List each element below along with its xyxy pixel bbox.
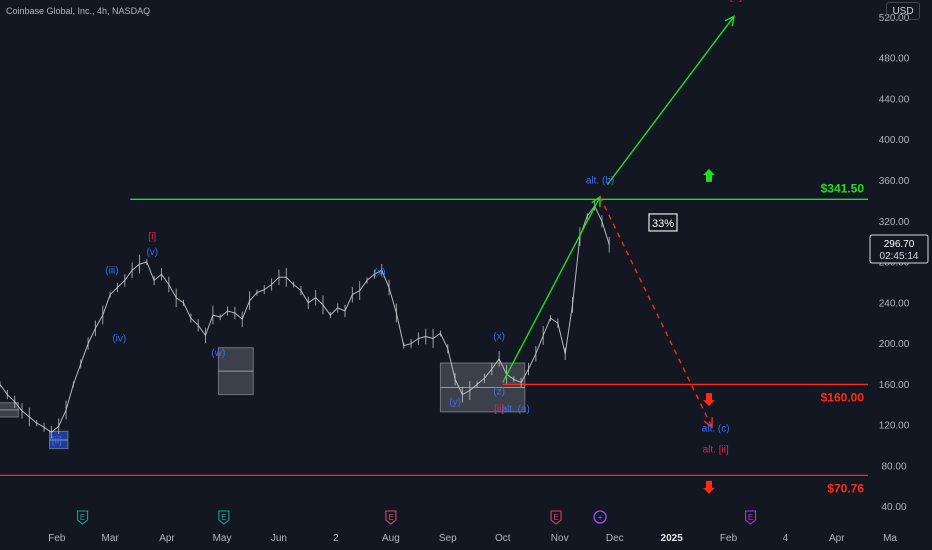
wave-label: [i]: [148, 232, 156, 243]
x-tick-label: 2025: [661, 533, 684, 544]
y-tick-label: 160.00: [879, 380, 910, 391]
wave-label: (y): [449, 397, 461, 408]
wave-label: [iii]: [730, 0, 742, 3]
probability-label: 33%: [652, 218, 674, 230]
y-tick-label: 80.00: [881, 461, 906, 472]
event-markers: E E E E + E: [77, 510, 757, 525]
price-line: [0, 205, 610, 433]
chart-overlays: 33%: [648, 213, 678, 232]
y-tick-label: 240.00: [879, 298, 910, 309]
wave-labels: [ii](iii)(iv)[i](v)(w)(x)(y)(x)(z)[ii]al…: [52, 0, 742, 456]
wave-label: alt. (c): [702, 423, 730, 434]
wave-label: (v): [146, 247, 158, 258]
earnings-icon: [218, 510, 230, 525]
y-tick-label: 480.00: [879, 54, 910, 65]
x-tick-label: Apr: [829, 533, 845, 544]
x-tick-label: Feb: [720, 533, 738, 544]
wave-label: (x): [374, 267, 386, 278]
x-tick-label: Mar: [101, 533, 119, 544]
y-tick-label: 360.00: [879, 176, 910, 187]
y-tick-label: 320.00: [879, 217, 910, 228]
y-tick-label: 200.00: [879, 339, 910, 350]
wave-label: [ii]: [494, 404, 504, 415]
x-tick-label: Sep: [439, 533, 457, 544]
bear-alt-dashed-line: [599, 196, 713, 428]
x-tick-label: Ma: [883, 533, 897, 544]
wave-label: (w): [211, 348, 225, 359]
add-event-icon: [593, 510, 607, 524]
bar-countdown-label: 02:45:14: [880, 251, 919, 262]
wave-label: (x): [493, 332, 505, 343]
event-letter: E: [221, 513, 226, 522]
price-axis-bg: [868, 0, 932, 550]
event-letter: E: [388, 513, 393, 522]
wave-label: (z): [493, 387, 505, 398]
x-tick-label: 2: [333, 533, 339, 544]
earnings-icon: [745, 510, 757, 525]
bear-alt-dashed-arrowhead: [703, 417, 713, 429]
level-label: $341.50: [821, 181, 865, 195]
currency-button[interactable]: USD: [886, 2, 920, 20]
x-tick-label: Dec: [606, 533, 624, 544]
y-tick-label: 120.00: [879, 421, 910, 432]
bull-target-arrowhead: [724, 15, 735, 27]
x-tick-label: Apr: [159, 533, 175, 544]
bull-target-line: [606, 15, 735, 185]
price-axis[interactable]: 40.0080.00120.00160.00200.00240.00280.00…: [868, 0, 932, 550]
x-tick-label: May: [213, 533, 232, 544]
y-tick-label: 520.00: [879, 13, 910, 24]
event-letter: E: [80, 513, 85, 522]
level-label: $70.76: [827, 481, 864, 495]
bearish-arrow-icon: [703, 393, 715, 407]
wave-label: (iii): [105, 265, 118, 276]
event-letter: E: [748, 513, 753, 522]
earnings-icon: [550, 510, 562, 525]
current-price-label: 296.70: [884, 239, 915, 250]
wave-label: (iv): [112, 334, 126, 345]
y-tick-label: 40.00: [881, 502, 906, 513]
level-label: $160.00: [821, 390, 865, 404]
event-letter: E: [553, 513, 558, 522]
price-series: [0, 201, 610, 439]
wave-label: alt. [ii]: [703, 445, 729, 456]
x-tick-label: Jun: [271, 533, 287, 544]
bearish-arrow-icon: [703, 480, 715, 494]
earnings-icon: [385, 510, 397, 525]
time-axis[interactable]: Feb Mar Apr May Jun 2 Aug Sep Oct Nov Dec 2025 Feb 4 A…: [48, 533, 897, 544]
wave-projections: [502, 15, 735, 429]
symbol-title: Coinbase Global, Inc., 4h, NASDAQ: [6, 6, 151, 16]
probability-box: [648, 213, 678, 232]
bull-impulse-line: [502, 196, 601, 383]
wave-label: alt. (b): [586, 176, 614, 187]
wave-label: alt. (a): [501, 404, 529, 415]
current-price-tag: [869, 234, 929, 264]
y-tick-label: 400.00: [879, 135, 910, 146]
wave-label: [ii]: [52, 436, 62, 447]
x-tick-label: Nov: [551, 533, 569, 544]
consolidation-boxes: [0, 347, 526, 450]
x-tick-label: Aug: [382, 533, 400, 544]
bullish-arrow-icon: [703, 168, 715, 182]
event-letter: +: [598, 513, 603, 522]
x-tick-label: Feb: [48, 533, 66, 544]
y-tick-label: 440.00: [879, 94, 910, 105]
x-tick-label: Oct: [495, 533, 511, 544]
x-tick-label: 4: [783, 533, 789, 544]
earnings-icon: [77, 510, 89, 525]
support-resistance-levels: $341.50 $160.00 $70.76: [0, 181, 868, 495]
direction-arrows: [703, 168, 715, 494]
